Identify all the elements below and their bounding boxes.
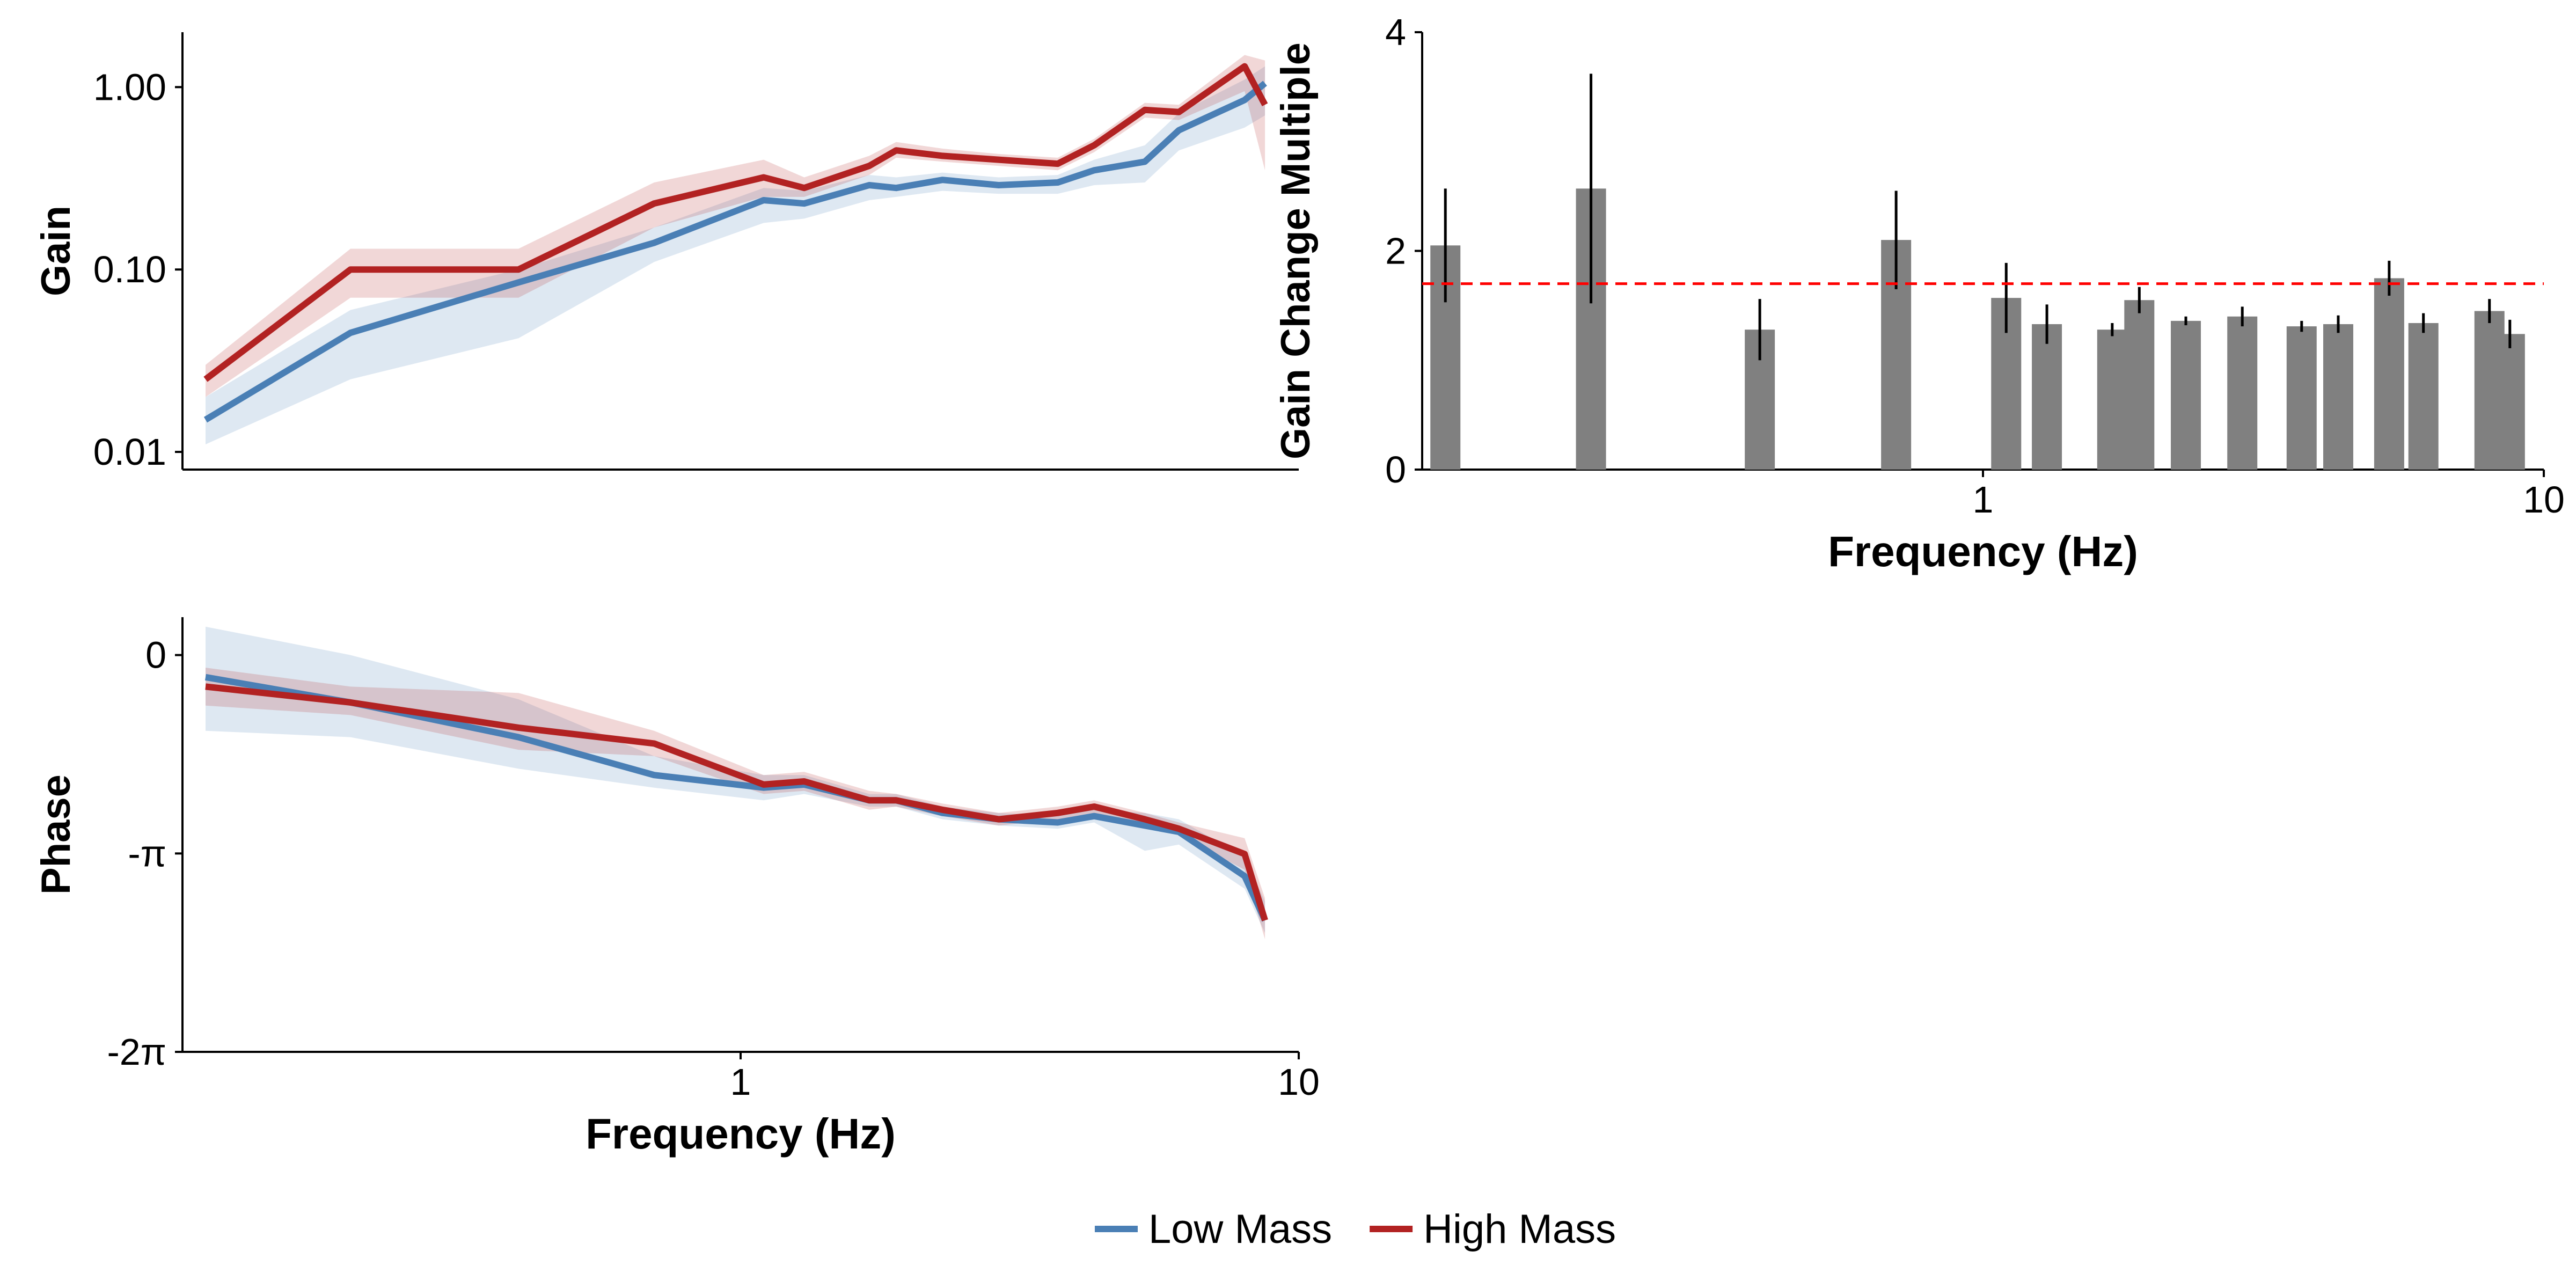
low-mass-band [206, 626, 1265, 933]
phase-panel: 0 -π -2π 1 10 Phase Frequency (Hz) [33, 617, 1320, 1158]
legend-label: Low Mass [1148, 1206, 1332, 1252]
y-tick-label: 2 [1385, 230, 1406, 272]
bar [2032, 324, 2062, 470]
y-axis-label: Gain [33, 206, 79, 296]
gain-change-panel: 0 2 4 1 10 Gain Change Multiple Frequency (Hz) [1273, 11, 2565, 575]
bar [2323, 324, 2353, 470]
y-tick-label: 0.01 [93, 431, 166, 473]
bar [2374, 278, 2404, 470]
x-tick-label: 1 [1973, 479, 1994, 521]
y-tick-label: 0 [145, 634, 166, 676]
x-axis-label: Frequency (Hz) [1828, 528, 2138, 575]
bar [2227, 316, 2258, 470]
x-tick-label: 10 [1278, 1061, 1320, 1103]
y-tick-label: 4 [1385, 11, 1406, 53]
y-axis-label: Phase [33, 774, 79, 895]
bar [2286, 326, 2317, 470]
bar [2494, 334, 2525, 470]
y-tick-label: -π [128, 832, 166, 874]
y-tick-label: 0.10 [93, 248, 166, 290]
x-tick-label: 10 [2523, 479, 2565, 521]
legend: Low Mass High Mass [1095, 1206, 1616, 1252]
bar [2408, 323, 2439, 470]
bar [2097, 330, 2127, 470]
y-axis-label: Gain Change Multiple [1273, 42, 1319, 459]
high-mass-line [205, 683, 1268, 921]
gain-panel: 0.01 0.10 1.00 Gain [33, 32, 1299, 473]
bar [2124, 300, 2155, 470]
high-mass-band [206, 668, 1265, 940]
legend-label: High Mass [1423, 1206, 1616, 1252]
y-tick-label: 0 [1385, 449, 1406, 491]
y-tick-label: 1.00 [93, 66, 166, 108]
y-tick-label: -2π [107, 1031, 166, 1073]
low-mass-band [206, 66, 1265, 445]
high-mass-line [203, 63, 1268, 382]
bar [2171, 320, 2201, 470]
low-mass-line [203, 80, 1267, 423]
x-axis-label: Frequency (Hz) [586, 1110, 896, 1158]
x-tick-label: 1 [730, 1061, 751, 1103]
